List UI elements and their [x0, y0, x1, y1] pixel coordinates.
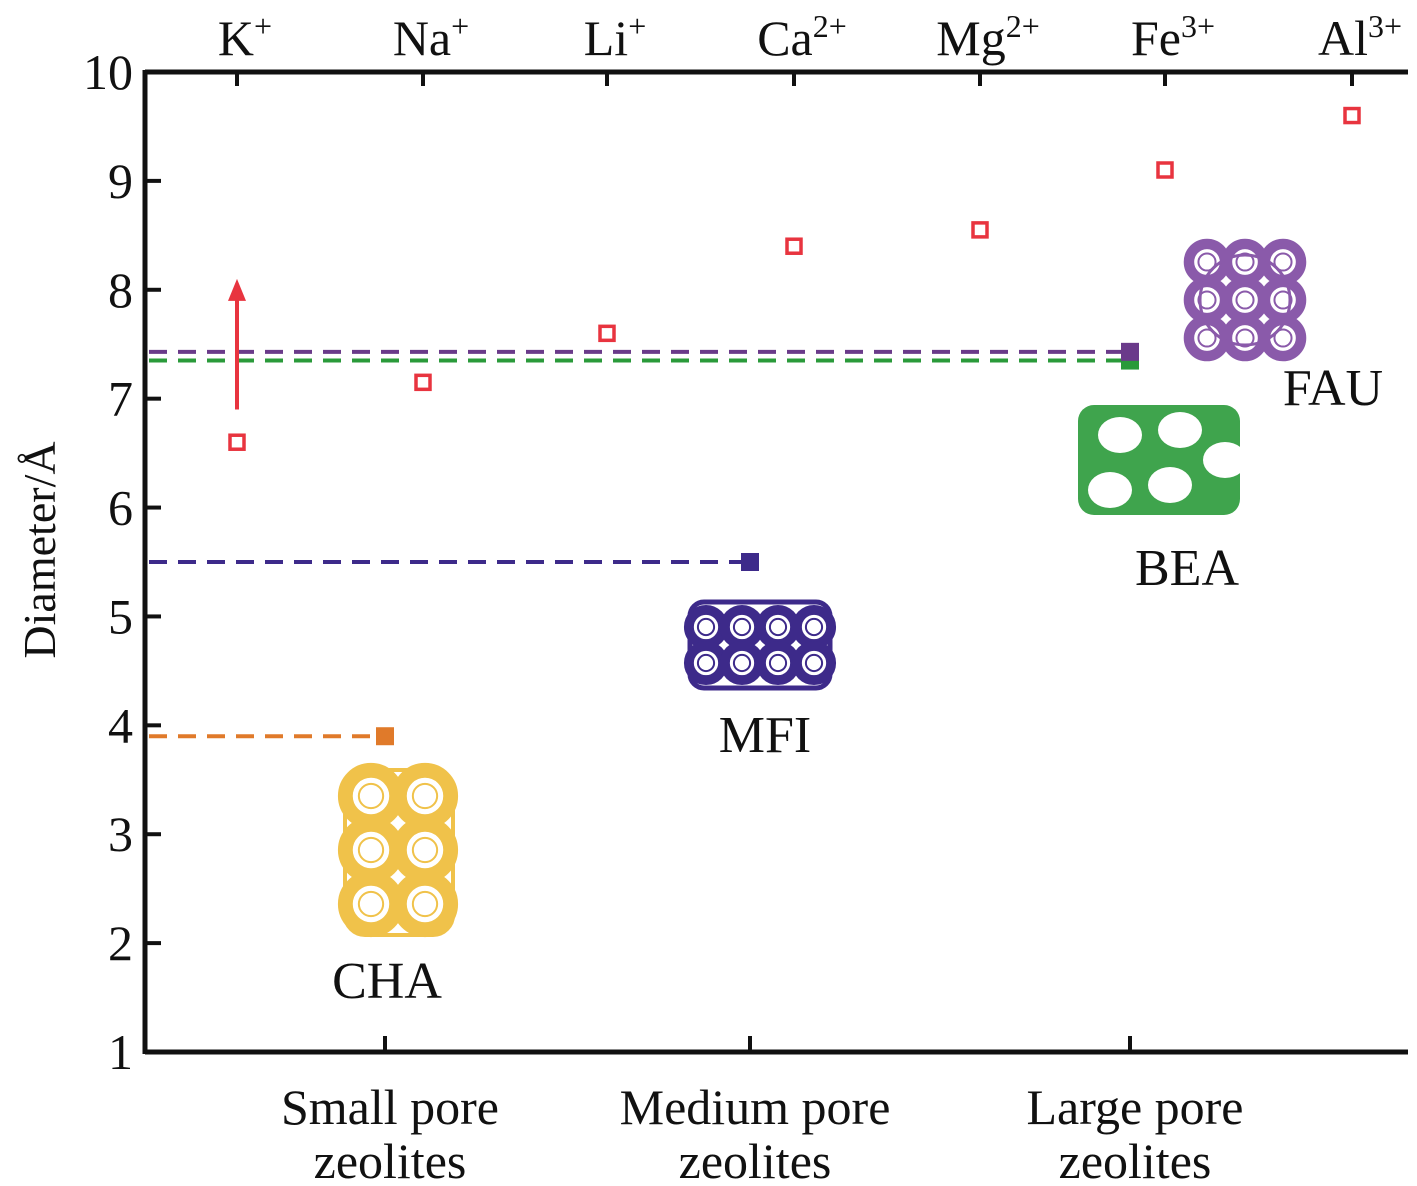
zeolite-label-fau: FAU [1283, 360, 1383, 417]
k-arrow-head [228, 278, 246, 301]
zeolite-label-bea: BEA [1135, 540, 1239, 597]
ion-label: Ca2+ [757, 8, 847, 66]
zeolite-label-mfi: MFI [719, 707, 811, 764]
y-tick-label: 1 [108, 1024, 133, 1080]
category-label-line2: zeolites [1059, 1133, 1212, 1186]
ion-label: Al3+ [1318, 8, 1402, 66]
y-tick-label: 3 [108, 806, 133, 862]
cha-structure-image [337, 762, 459, 938]
y-tick-label: 5 [108, 588, 133, 644]
category-label-line2: zeolites [679, 1133, 832, 1186]
ion-point [785, 237, 803, 255]
y-axis-label: Diameter/Å [14, 441, 65, 658]
ion-point [228, 433, 246, 451]
ion-label: K+ [218, 8, 272, 66]
y-tick-label: 6 [108, 480, 133, 536]
y-tick-label: 8 [108, 262, 133, 318]
ion-point [414, 373, 432, 392]
zeolite-label-cha: CHA [332, 953, 442, 1010]
fau-structure-image [1183, 238, 1307, 362]
category-label-line1: Medium pore [620, 1079, 891, 1135]
ion-label: Fe3+ [1131, 8, 1215, 66]
labels: Diameter/Å 1 2 3 4 5 6 7 8 9 10 K+ Na+ Li+ Ca2+ Mg2+ Fe… [14, 8, 1402, 1186]
axes [142, 69, 1408, 1055]
mfi-structure-image [683, 599, 837, 691]
ion-point [971, 221, 989, 239]
category-label-line1: Small pore [281, 1079, 499, 1135]
data-points [228, 106, 1361, 746]
pore-dashed-lines [149, 349, 1130, 739]
ion-label: Mg2+ [936, 8, 1040, 66]
ion-point [1343, 106, 1361, 125]
ion-label: Na+ [393, 8, 469, 66]
y-tick-label: 4 [108, 697, 133, 753]
pore-marker-fau [1121, 342, 1139, 361]
y-tick-label: 10 [83, 44, 133, 100]
y-tick-label: 7 [108, 371, 133, 427]
bea-structure-image [1078, 405, 1247, 515]
category-label-line2: zeolites [314, 1133, 467, 1186]
ion-point [1156, 161, 1174, 179]
pore-marker-mfi [741, 553, 759, 571]
ion-point [598, 324, 616, 343]
zeolite-structures [337, 238, 1307, 938]
y-tick-label: 9 [108, 153, 133, 209]
y-tick-label: 2 [108, 915, 133, 971]
ion-label: Li+ [584, 8, 646, 66]
pore-marker-cha [376, 727, 394, 746]
category-label-line1: Large pore [1026, 1079, 1243, 1135]
